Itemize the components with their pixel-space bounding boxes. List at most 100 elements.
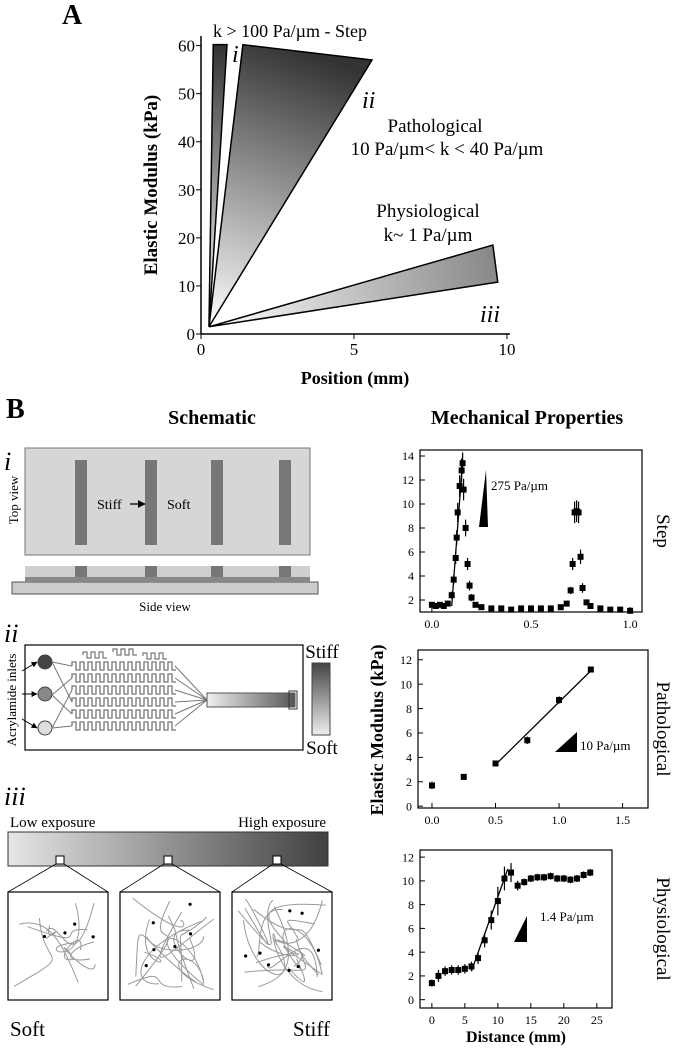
crosslink	[144, 964, 148, 968]
inlet	[37, 720, 53, 736]
slope-icon	[479, 470, 488, 527]
y-tick-label: 20	[178, 229, 195, 248]
point	[462, 525, 469, 531]
point	[534, 874, 541, 881]
point	[556, 697, 563, 704]
point	[580, 871, 587, 878]
crosslink	[244, 954, 248, 958]
crosslink	[173, 944, 177, 949]
chart: 0.0 0.5 1.0 1.5 0 2 4 6 8 10 12 Elastic Modulus (kP…	[367, 644, 673, 827]
point	[492, 760, 499, 767]
chart: 0.0 0.5 1.0 2 4 6 8 10 12 14 Step 275 Pa/µm	[402, 449, 673, 631]
inlets-label: Acrylamide inlets	[4, 654, 19, 747]
point	[501, 875, 508, 882]
network-box	[231, 891, 333, 1001]
exposure-label: High exposure	[238, 815, 326, 831]
point	[587, 666, 594, 673]
crosslink	[152, 948, 156, 952]
side-label: Physiological	[652, 877, 673, 980]
mixer-channel	[71, 673, 176, 683]
y-tick-label: 4	[408, 945, 414, 959]
polymer-strand	[63, 947, 96, 970]
point	[435, 972, 442, 979]
point	[466, 582, 473, 589]
side-label: Pathological	[652, 682, 673, 777]
merge-channel	[174, 689, 208, 701]
column-title: Mechanical Properties	[431, 407, 624, 429]
side-view-layer	[25, 577, 310, 582]
x-tick-label: 10	[492, 1013, 504, 1027]
annotation: 275 Pa/µm	[491, 478, 548, 493]
side-stripe	[211, 566, 223, 577]
inlet-arrow	[21, 661, 38, 672]
point	[587, 869, 594, 876]
row-numeral: ii	[4, 619, 18, 648]
side-stripe	[279, 566, 291, 577]
point	[579, 585, 586, 591]
x-tick-label: 0.5	[488, 813, 503, 827]
polymer-strand	[267, 948, 318, 977]
sample-marker	[55, 855, 65, 865]
point	[498, 605, 505, 612]
panel-label: B	[6, 394, 25, 425]
y-tick-label: 8	[408, 521, 414, 535]
point	[428, 782, 435, 789]
mixer-channel	[71, 661, 176, 671]
crosslink	[296, 964, 300, 969]
annotation: Physiological	[376, 201, 479, 222]
y-tick-label: 12	[402, 473, 414, 487]
annotation: ii	[362, 88, 375, 114]
zoom-line	[171, 863, 221, 893]
merge-channel	[174, 699, 208, 727]
plot-frame	[419, 849, 613, 1009]
sample-marker	[163, 855, 173, 865]
x-tick-label: 10	[498, 340, 515, 359]
point	[607, 606, 614, 613]
mixer-channel	[71, 709, 176, 719]
point	[460, 486, 467, 493]
zoom-line	[231, 863, 274, 893]
point	[453, 534, 460, 541]
network-box	[7, 891, 109, 1001]
network-box	[119, 891, 221, 1001]
side-view-gel	[25, 566, 310, 577]
scale-label: Stiff	[305, 642, 339, 663]
view-label: Side view	[139, 599, 191, 614]
wedge	[208, 43, 228, 327]
point	[577, 553, 584, 560]
polymer-strand	[45, 925, 56, 940]
point	[442, 968, 449, 975]
polymer-strand	[140, 920, 204, 985]
point	[567, 587, 574, 594]
zoom-line	[7, 863, 57, 893]
y-tick-label: 0	[187, 325, 196, 344]
stiff-stripe	[279, 460, 291, 545]
stiff-stripe	[211, 460, 223, 545]
point	[459, 460, 466, 467]
point	[448, 966, 455, 973]
point	[452, 555, 459, 561]
y-tick-label: 10	[402, 497, 414, 511]
polymer-strand	[293, 951, 319, 976]
point	[436, 601, 443, 608]
y-tick-label: 12	[402, 850, 414, 864]
point	[508, 869, 515, 876]
x-tick-label: 5	[350, 340, 359, 359]
point	[537, 605, 544, 612]
point	[450, 576, 457, 583]
crosslink	[288, 909, 292, 913]
x-tick-label: 1.0	[623, 617, 638, 631]
view-label: Top view	[6, 475, 21, 524]
x-tick-label: 0	[197, 340, 206, 359]
y-tick-label: 10	[402, 874, 414, 888]
point	[440, 603, 447, 609]
point	[488, 605, 495, 612]
crosslink	[188, 932, 193, 936]
region-label: Stiff	[97, 498, 122, 513]
point	[560, 875, 567, 882]
polymer-strand	[179, 916, 208, 982]
polymer-strand	[132, 897, 185, 928]
gradient-tube	[206, 692, 296, 708]
mixer-channel	[71, 721, 176, 731]
